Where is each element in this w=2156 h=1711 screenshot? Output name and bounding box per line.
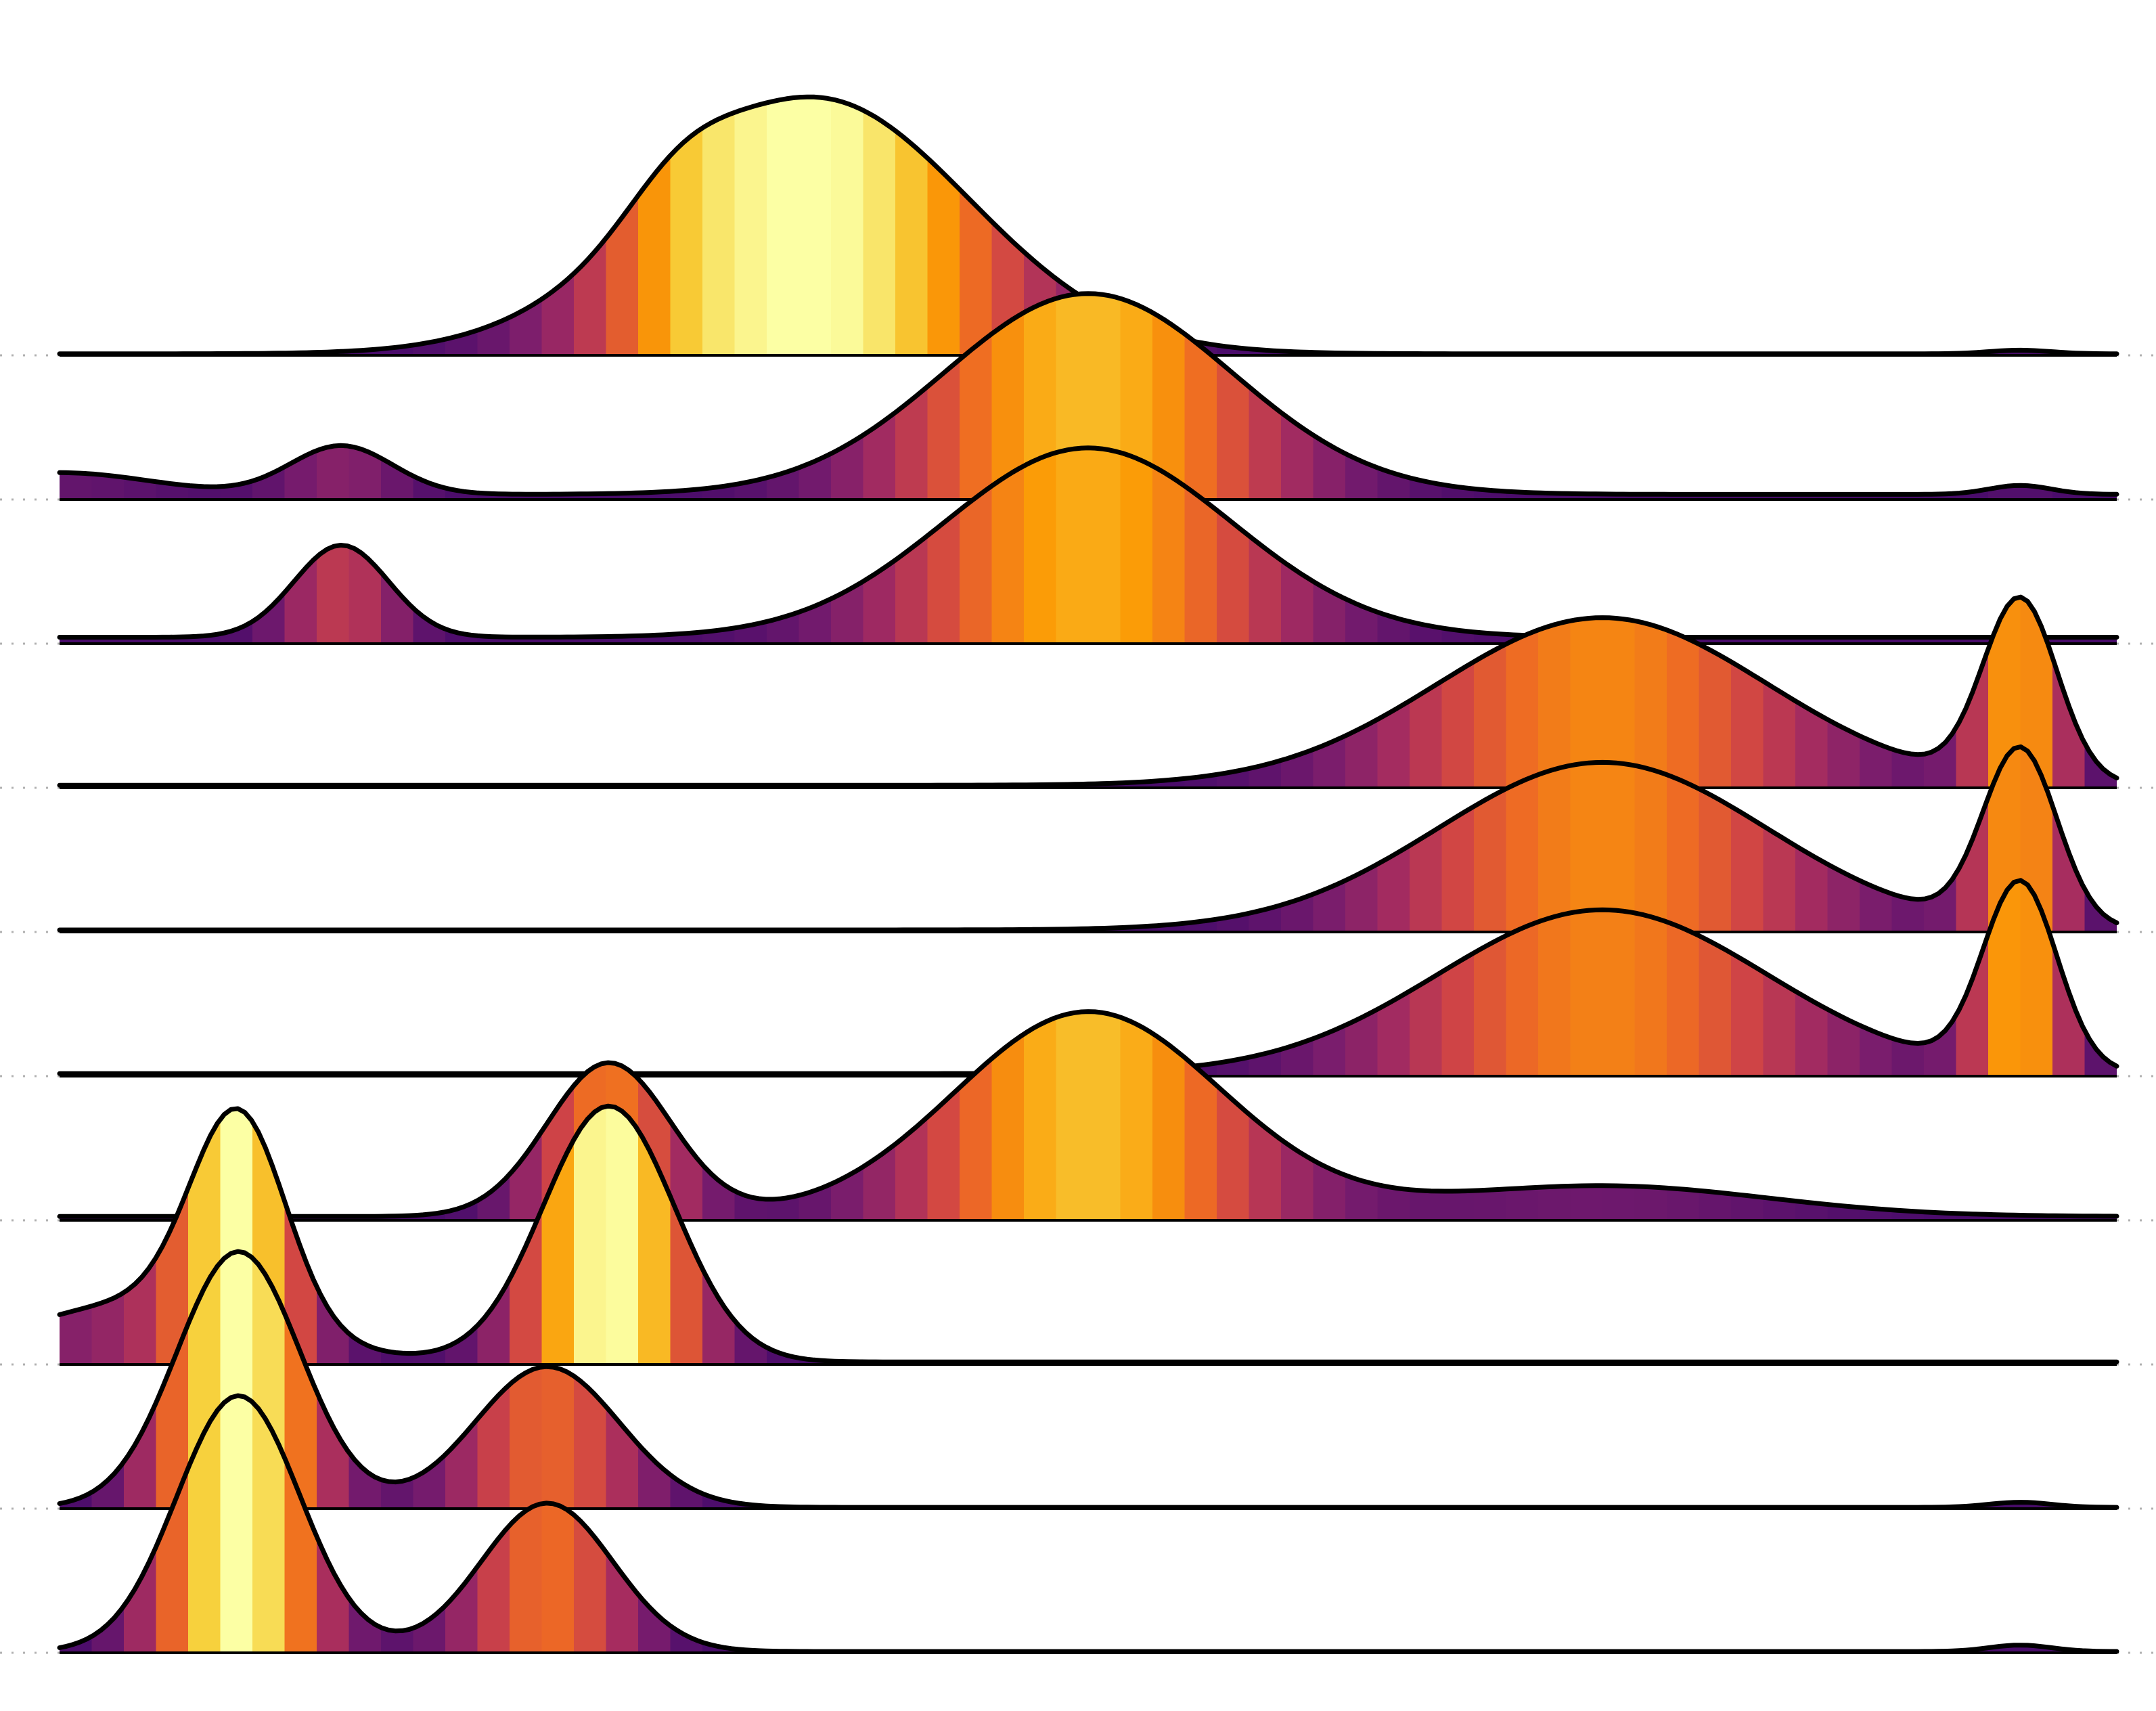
ridge-series-4 — [57, 594, 2119, 789]
ridge-series-10 — [57, 1393, 2119, 1654]
ridge-area — [60, 597, 2117, 788]
ridge-series-3 — [57, 445, 2119, 645]
ridge-outline — [57, 1009, 2119, 1219]
ridges — [57, 94, 2119, 1654]
ridge-area — [60, 1396, 2117, 1653]
ridge-area — [60, 1251, 2117, 1509]
ridge-outline — [57, 744, 2119, 933]
ridge-outline — [57, 594, 2119, 788]
ridge-area — [60, 447, 2117, 644]
ridge-area — [60, 97, 2117, 355]
ridge-area — [60, 293, 2117, 499]
ridge-series-5 — [57, 744, 2119, 933]
ridge-area — [60, 880, 2117, 1076]
ridge-series-8 — [57, 1103, 2119, 1366]
ridge-outline — [57, 1103, 2119, 1364]
ridge-series-9 — [57, 1249, 2119, 1510]
ridge-area — [60, 1106, 2117, 1364]
ridge-outline — [57, 1393, 2119, 1654]
ridge-outline — [57, 291, 2119, 497]
ridge-area — [60, 747, 2117, 932]
ridge-outline — [57, 1249, 2119, 1510]
ridge-outline — [57, 445, 2119, 640]
